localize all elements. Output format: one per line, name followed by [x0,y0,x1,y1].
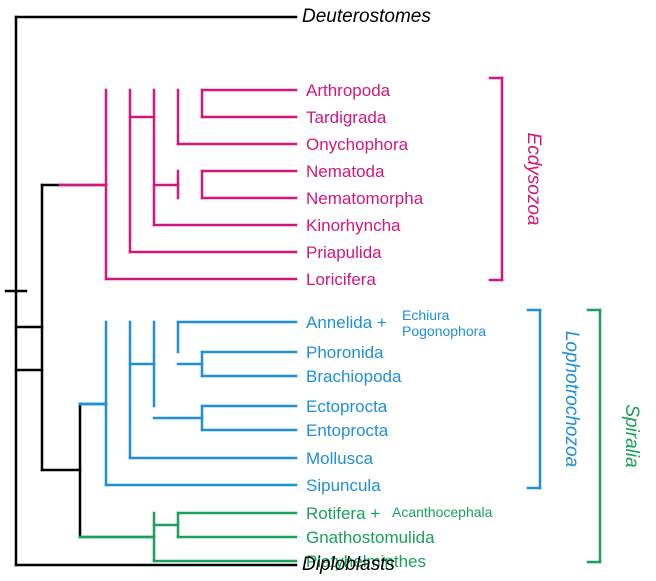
taxon-label: Nematomorpha [306,189,424,208]
outgroup-label: Diploblasts [302,554,395,575]
taxon-label: Kinorhyncha [306,216,401,235]
taxon-label: Onychophora [306,135,409,154]
taxon-label: Brachiopoda [306,367,402,386]
outgroup-label: Deuterostomes [302,6,431,27]
taxon-label: Mollusca [306,449,374,468]
group-label-spiralia: Spiralia [621,404,642,467]
taxon-sublabel: Echiura [402,307,450,323]
taxon-sublabel: Acanthocephala [392,504,493,520]
taxon-label: Phoronida [306,343,384,362]
taxon-label: Arthropoda [306,81,391,100]
taxon-label: Tardigrada [306,108,387,127]
taxon-label: Nematoda [306,162,385,181]
phylogenetic-tree: Arthropoda Tardigrada Onychophora Nematoda N… [0,0,656,581]
group-label-lophotrochozoa: Lophotrochozoa [561,331,582,467]
taxon-label: Annelida + [306,313,387,332]
taxon-label: Rotifera + [306,504,380,523]
taxon-label: Loricifera [306,270,376,289]
taxon-sublabel: Pogonophora [402,323,486,339]
taxon-label: Entoprocta [306,421,389,440]
taxon-label: Ectoprocta [306,397,388,416]
group-label-ecdysozoa: Ecdysozoa [523,133,544,226]
taxon-label: Gnathostomulida [306,528,435,547]
taxon-label: Priapulida [306,243,382,262]
taxon-label: Sipuncula [306,476,381,495]
